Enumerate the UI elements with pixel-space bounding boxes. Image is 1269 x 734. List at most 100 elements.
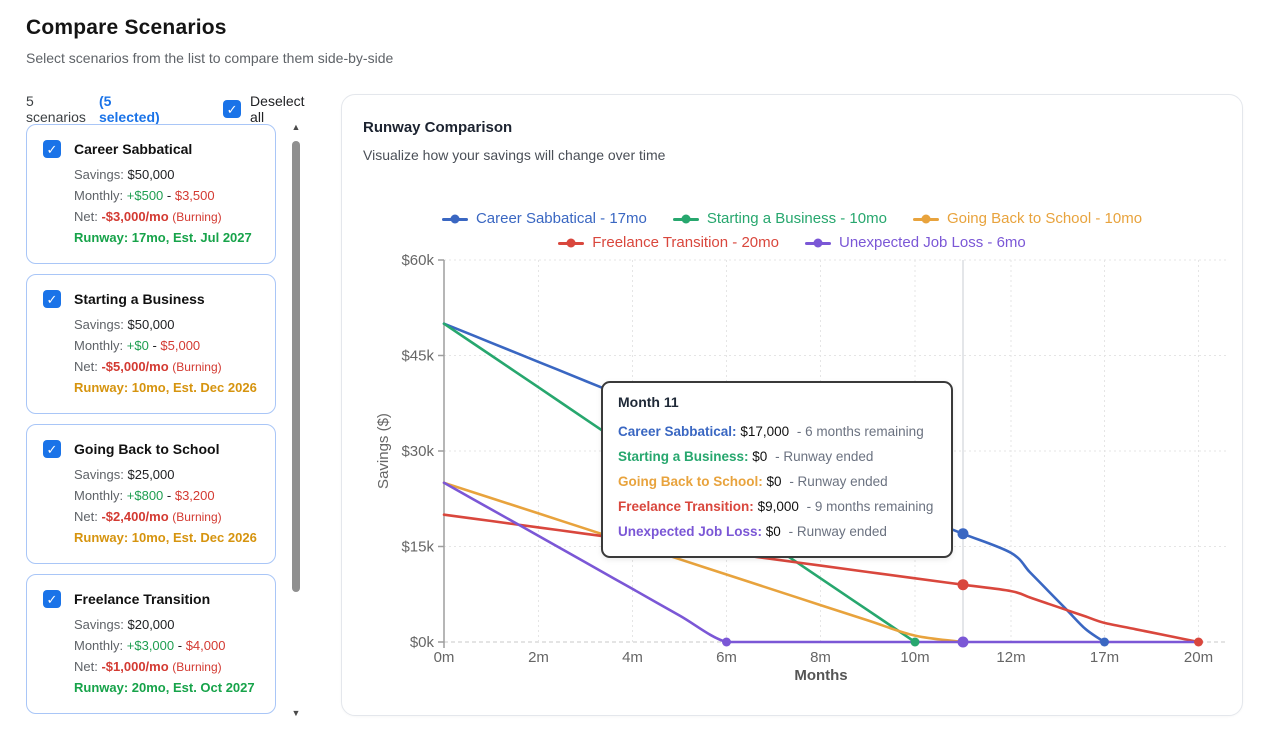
chart-tooltip: Month 11 Career Sabbatical: $17,000 - 6 … xyxy=(601,381,953,558)
scrollbar-thumb[interactable] xyxy=(292,141,300,592)
svg-text:6m: 6m xyxy=(716,649,737,666)
tooltip-row: Starting a Business: $0 - Runway ended xyxy=(618,449,874,464)
scroll-up-icon[interactable]: ▲ xyxy=(291,122,301,132)
legend-line-dot-icon xyxy=(672,214,699,224)
check-icon: ✓ xyxy=(46,291,58,307)
scenario-card-body: Savings: $25,000 Monthly: +$800 - $3,200… xyxy=(74,467,259,545)
svg-text:17m: 17m xyxy=(1090,649,1119,666)
scenario-card[interactable]: ✓ Career Sabbatical Savings: $50,000 Mon… xyxy=(26,124,276,264)
scenario-card-body: Savings: $50,000 Monthly: +$0 - $5,000 N… xyxy=(74,317,259,395)
scenario-toolbar: 5 scenarios (5 selected) ✓ Deselect all xyxy=(26,93,316,125)
legend-item[interactable]: Career Sabbatical - 17mo xyxy=(441,207,647,231)
deselect-all-label: Deselect all xyxy=(250,93,305,125)
legend-item[interactable]: Starting a Business - 10mo xyxy=(672,207,887,231)
savings-row: Savings: $50,000 xyxy=(74,317,175,332)
scenario-card-header: ✓ Starting a Business xyxy=(43,290,259,308)
svg-text:2m: 2m xyxy=(528,649,549,666)
runway-row: Runway: 10mo, Est. Dec 2026 xyxy=(74,530,257,545)
svg-text:Months: Months xyxy=(794,667,847,684)
scenario-card[interactable]: ✓ Going Back to School Savings: $25,000 … xyxy=(26,424,276,564)
page-title: Compare Scenarios xyxy=(26,16,227,39)
tooltip-row: Unexpected Job Loss: $0 - Runway ended xyxy=(618,524,887,539)
list-scrollbar[interactable]: ▲ ▼ xyxy=(289,122,303,718)
savings-row: Savings: $25,000 xyxy=(74,467,175,482)
scenario-card-header: ✓ Going Back to School xyxy=(43,440,259,458)
scenario-title: Career Sabbatical xyxy=(74,141,193,157)
tooltip-row: Going Back to School: $0 - Runway ended xyxy=(618,474,888,489)
tooltip-title: Month 11 xyxy=(618,394,679,410)
svg-text:20m: 20m xyxy=(1184,649,1213,666)
net-row: Net: -$1,000/mo (Burning) xyxy=(74,659,222,674)
svg-text:4m: 4m xyxy=(622,649,643,666)
net-row: Net: -$3,000/mo (Burning) xyxy=(74,209,222,224)
scroll-down-icon[interactable]: ▼ xyxy=(291,708,301,718)
runway-row: Runway: 17mo, Est. Jul 2027 xyxy=(74,230,252,245)
scenario-checkbox[interactable]: ✓ xyxy=(43,140,61,158)
legend-line-dot-icon xyxy=(558,238,585,248)
check-icon: ✓ xyxy=(226,101,238,117)
legend-item[interactable]: Freelance Transition - 20mo xyxy=(558,231,779,255)
svg-text:$0k: $0k xyxy=(410,634,435,651)
legend-label: Starting a Business - 10mo xyxy=(706,210,887,227)
svg-text:0m: 0m xyxy=(434,649,455,666)
svg-text:Savings ($): Savings ($) xyxy=(375,413,392,489)
monthly-row: Monthly: +$500 - $3,500 xyxy=(74,188,215,203)
monthly-row: Monthly: +$800 - $3,200 xyxy=(74,488,215,503)
chart-subtitle: Visualize how your savings will change o… xyxy=(363,147,666,163)
deselect-all-checkbox[interactable]: ✓ xyxy=(223,100,242,118)
svg-text:$60k: $60k xyxy=(401,252,434,269)
monthly-row: Monthly: +$0 - $5,000 xyxy=(74,338,201,353)
scenario-count: 5 scenarios xyxy=(26,93,86,125)
scenario-list: ✓ Career Sabbatical Savings: $50,000 Mon… xyxy=(26,124,276,724)
legend-item[interactable]: Unexpected Job Loss - 6mo xyxy=(804,231,1026,255)
legend-row: Career Sabbatical - 17mo Starting a Busi… xyxy=(342,207,1242,231)
scenario-checkbox[interactable]: ✓ xyxy=(43,590,61,608)
legend-item[interactable]: Going Back to School - 10mo xyxy=(912,207,1143,231)
scenario-title: Starting a Business xyxy=(74,291,205,307)
chart-legend: Career Sabbatical - 17mo Starting a Busi… xyxy=(342,207,1242,255)
svg-text:8m: 8m xyxy=(810,649,831,666)
legend-label: Unexpected Job Loss - 6mo xyxy=(838,234,1026,251)
scenario-checkbox[interactable]: ✓ xyxy=(43,440,61,458)
savings-row: Savings: $20,000 xyxy=(74,617,175,632)
legend-row: Freelance Transition - 20mo Unexpected J… xyxy=(342,231,1242,255)
chart-title: Runway Comparison xyxy=(363,119,513,136)
savings-row: Savings: $50,000 xyxy=(74,167,175,182)
scenario-card[interactable]: ✓ Freelance Transition Savings: $20,000 … xyxy=(26,574,276,714)
page-subtitle: Select scenarios from the list to compar… xyxy=(26,50,394,66)
scenario-title: Freelance Transition xyxy=(74,591,211,607)
svg-text:12m: 12m xyxy=(996,649,1025,666)
runway-comparison-card: Runway Comparison Visualize how your sav… xyxy=(341,94,1243,716)
svg-text:$45k: $45k xyxy=(401,348,434,365)
runway-row: Runway: 20mo, Est. Oct 2027 xyxy=(74,680,255,695)
deselect-all[interactable]: ✓ Deselect all xyxy=(223,93,316,125)
legend-line-dot-icon xyxy=(441,214,468,224)
scenario-card[interactable]: ✓ Starting a Business Savings: $50,000 M… xyxy=(26,274,276,414)
tooltip-row: Freelance Transition: $9,000 - 9 months … xyxy=(618,499,934,514)
legend-line-dot-icon xyxy=(804,238,831,248)
runway-row: Runway: 10mo, Est. Dec 2026 xyxy=(74,380,257,395)
check-icon: ✓ xyxy=(46,591,58,607)
legend-label: Going Back to School - 10mo xyxy=(946,210,1143,227)
svg-text:$30k: $30k xyxy=(401,443,434,460)
series-line xyxy=(442,513,1200,644)
svg-text:10m: 10m xyxy=(900,649,929,666)
scenario-checkbox[interactable]: ✓ xyxy=(43,290,61,308)
legend-line-dot-icon xyxy=(912,214,939,224)
svg-text:$15k: $15k xyxy=(401,539,434,556)
scenario-card-body: Savings: $50,000 Monthly: +$500 - $3,500… xyxy=(74,167,259,245)
scenario-card-header: ✓ Freelance Transition xyxy=(43,590,259,608)
tooltip-rows: Career Sabbatical: $17,000 - 6 months re… xyxy=(618,419,936,544)
scenario-title: Going Back to School xyxy=(74,441,220,457)
selected-count: (5 selected) xyxy=(98,93,160,125)
legend-label: Freelance Transition - 20mo xyxy=(592,234,779,251)
scenario-card-body: Savings: $20,000 Monthly: +$3,000 - $4,0… xyxy=(74,617,259,695)
scenario-card-header: ✓ Career Sabbatical xyxy=(43,140,259,158)
page-header: Compare Scenarios Select scenarios from … xyxy=(26,16,393,66)
monthly-row: Monthly: +$3,000 - $4,000 xyxy=(74,638,226,653)
net-row: Net: -$2,400/mo (Burning) xyxy=(74,509,222,524)
check-icon: ✓ xyxy=(46,141,58,157)
check-icon: ✓ xyxy=(46,441,58,457)
net-row: Net: -$5,000/mo (Burning) xyxy=(74,359,222,374)
legend-label: Career Sabbatical - 17mo xyxy=(475,210,647,227)
